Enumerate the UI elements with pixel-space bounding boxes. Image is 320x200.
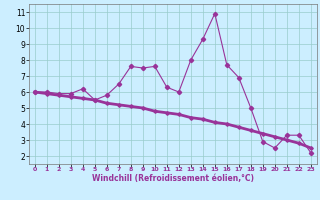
X-axis label: Windchill (Refroidissement éolien,°C): Windchill (Refroidissement éolien,°C) xyxy=(92,174,254,183)
